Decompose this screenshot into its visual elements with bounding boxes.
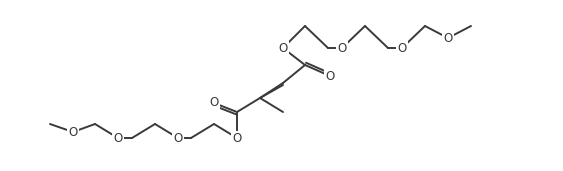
Text: O: O xyxy=(397,42,406,55)
Text: O: O xyxy=(113,131,123,144)
Text: O: O xyxy=(68,126,78,139)
Text: O: O xyxy=(337,42,347,55)
Text: O: O xyxy=(209,96,218,109)
Text: O: O xyxy=(233,131,242,144)
Text: O: O xyxy=(173,131,182,144)
Text: O: O xyxy=(278,42,288,55)
Text: O: O xyxy=(444,31,453,44)
Text: O: O xyxy=(325,69,334,82)
